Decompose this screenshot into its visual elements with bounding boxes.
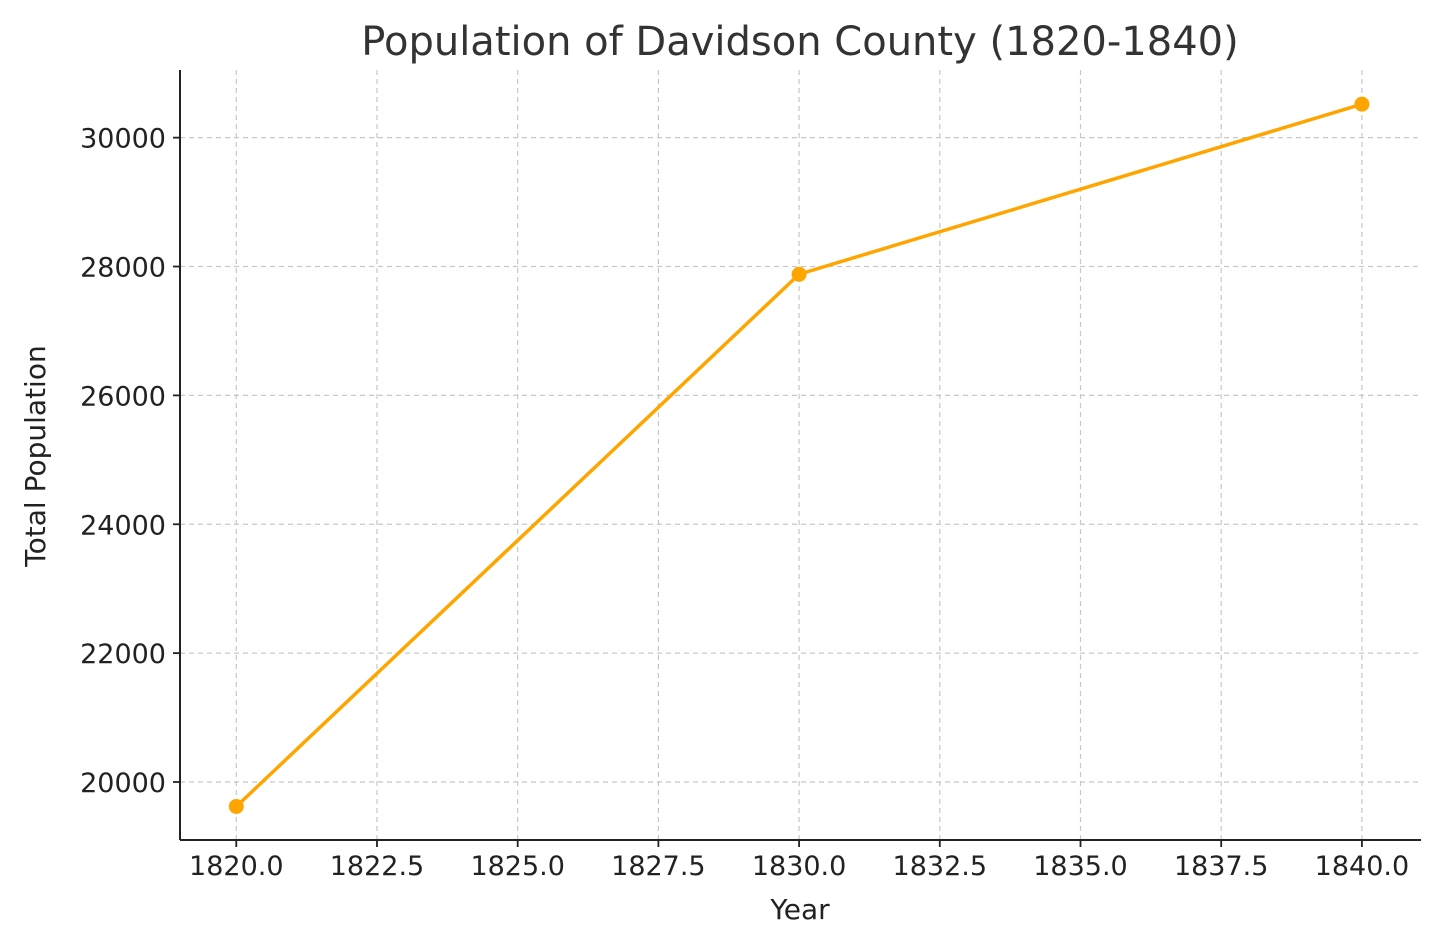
y-tick-label: 22000 xyxy=(80,639,166,670)
data-point xyxy=(228,798,244,814)
grid xyxy=(180,70,1421,840)
y-tick-label: 20000 xyxy=(80,768,166,799)
x-tick-label: 1832.5 xyxy=(893,851,987,882)
y-axis-label: Total Population xyxy=(19,345,52,567)
chart-title: Population of Davidson County (1820-1840… xyxy=(361,19,1238,65)
y-tick-label: 30000 xyxy=(80,124,166,155)
x-axis-label: Year xyxy=(769,893,830,926)
axes xyxy=(173,70,1421,847)
x-tick-label: 1835.0 xyxy=(1033,851,1127,882)
data-point xyxy=(791,266,807,282)
x-tick-label: 1837.5 xyxy=(1174,851,1268,882)
x-tick-label: 1825.0 xyxy=(470,851,564,882)
data-point xyxy=(1354,96,1370,112)
x-tick-label: 1840.0 xyxy=(1315,851,1409,882)
y-tick-label: 28000 xyxy=(80,253,166,284)
x-tick-label: 1830.0 xyxy=(752,851,846,882)
y-tick-label: 26000 xyxy=(80,381,166,412)
x-tick-label: 1820.0 xyxy=(189,851,283,882)
x-tick-label: 1827.5 xyxy=(611,851,705,882)
tick-labels: 1820.0 1822.5 1825.0 1827.5 1830.0 1832.5 1835… xyxy=(80,124,1409,882)
x-tick-label: 1822.5 xyxy=(330,851,424,882)
series-layer xyxy=(228,96,1370,814)
y-tick-label: 24000 xyxy=(80,510,166,541)
